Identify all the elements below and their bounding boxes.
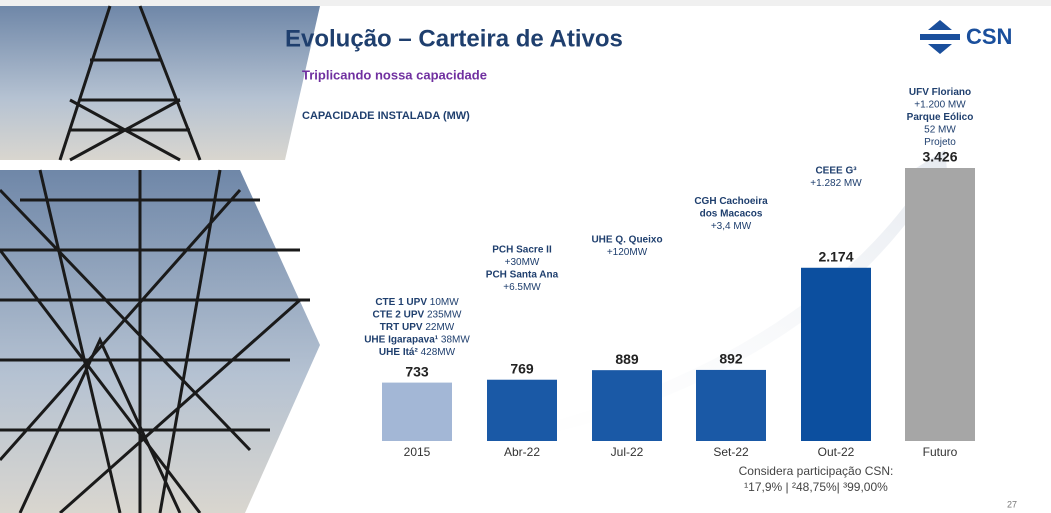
- bar: [905, 168, 975, 441]
- annotation-bold: dos Macacos: [700, 208, 763, 219]
- annotation: 52 MW: [924, 124, 956, 135]
- annotation: Parque Eólico: [907, 112, 974, 123]
- bar: [592, 370, 662, 441]
- annotation-text: 235MW: [427, 309, 462, 320]
- value-label: 2.174: [818, 248, 853, 264]
- annotation: PCH Santa Ana: [486, 269, 559, 280]
- annotation: UHE Igarapava¹ 38MW: [364, 334, 470, 345]
- footnote: Considera participação CSN:: [739, 464, 894, 478]
- annotation-text: +30MW: [505, 257, 540, 268]
- bar: [696, 369, 766, 441]
- top-band: [0, 0, 1051, 6]
- annotation-bold: UHE Itá²: [379, 347, 419, 358]
- bar: [382, 382, 452, 441]
- annotation-text: +1.200 MW: [914, 99, 966, 110]
- value-label: 769: [510, 360, 534, 376]
- annotation: CEEE G³: [815, 165, 857, 176]
- x-tick-label: Jul-22: [611, 445, 644, 459]
- annotation-text: 10MW: [430, 297, 459, 308]
- annotation: Projeto: [924, 137, 956, 148]
- annotation-text: +1.282 MW: [810, 178, 862, 189]
- bar: [801, 267, 871, 441]
- bar: [487, 379, 557, 441]
- value-label: 892: [719, 351, 743, 367]
- logo-text: CSN: [966, 24, 1012, 49]
- annotation: UFV Floriano: [909, 87, 971, 98]
- value-label: 733: [405, 363, 429, 379]
- annotation: UHE Q. Queixo: [591, 234, 662, 245]
- annotation-bold: UHE Q. Queixo: [591, 234, 662, 245]
- footnote: ¹17,9% | ²48,75%| ³99,00%: [744, 480, 888, 494]
- annotation-bold: UHE Igarapava¹: [364, 334, 439, 345]
- annotation-bold: PCH Santa Ana: [486, 269, 559, 280]
- annotation: dos Macacos: [700, 208, 763, 219]
- annotation: +1.282 MW: [810, 178, 862, 189]
- x-tick-label: Abr-22: [504, 445, 540, 459]
- annotation: +3,4 MW: [711, 221, 752, 232]
- annotation-bold: UFV Floriano: [909, 87, 971, 98]
- chart-title: CAPACIDADE INSTALADA (MW): [302, 110, 470, 122]
- annotation-bold: PCH Sacre II: [492, 244, 552, 255]
- annotation-bold: CTE 1 UPV: [375, 297, 427, 308]
- annotation: +6.5MW: [503, 282, 541, 293]
- x-tick-label: Out-22: [818, 445, 855, 459]
- annotation: +120MW: [607, 247, 648, 258]
- annotation: TRT UPV 22MW: [380, 322, 455, 333]
- annotation-bold: Parque Eólico: [907, 112, 974, 123]
- x-tick-label: Futuro: [923, 445, 958, 459]
- x-tick-label: 2015: [404, 445, 431, 459]
- annotation-text: 52 MW: [924, 124, 956, 135]
- annotation: CTE 2 UPV 235MW: [373, 309, 462, 320]
- subtitle: Triplicando nossa capacidade: [302, 67, 487, 82]
- photo: [0, 5, 320, 513]
- value-label: 3.426: [922, 149, 957, 165]
- annotation: CGH Cachoeira: [694, 196, 768, 207]
- page-number: 27: [1007, 499, 1017, 509]
- annotation: CTE 1 UPV 10MW: [375, 297, 459, 308]
- annotation-text: 22MW: [425, 322, 454, 333]
- annotation-text: Projeto: [924, 137, 956, 148]
- annotation: +1.200 MW: [914, 99, 966, 110]
- annotation-text: 428MW: [421, 347, 456, 358]
- annotation-bold: CEEE G³: [815, 165, 857, 176]
- annotation-bold: TRT UPV: [380, 322, 423, 333]
- title: Evolução – Carteira de Ativos: [285, 25, 623, 52]
- annotation-text: +120MW: [607, 247, 648, 258]
- annotation-bold: CGH Cachoeira: [694, 196, 768, 207]
- annotation-bold: CTE 2 UPV: [373, 309, 425, 320]
- annotation: PCH Sacre II: [492, 244, 552, 255]
- annotation: UHE Itá² 428MW: [379, 347, 456, 358]
- annotation-text: +3,4 MW: [711, 221, 752, 232]
- logo: CSN: [920, 20, 1012, 54]
- value-label: 889: [615, 351, 639, 367]
- annotation-text: 38MW: [441, 334, 470, 345]
- x-tick-label: Set-22: [713, 445, 749, 459]
- annotation-text: +6.5MW: [503, 282, 541, 293]
- annotation: +30MW: [505, 257, 540, 268]
